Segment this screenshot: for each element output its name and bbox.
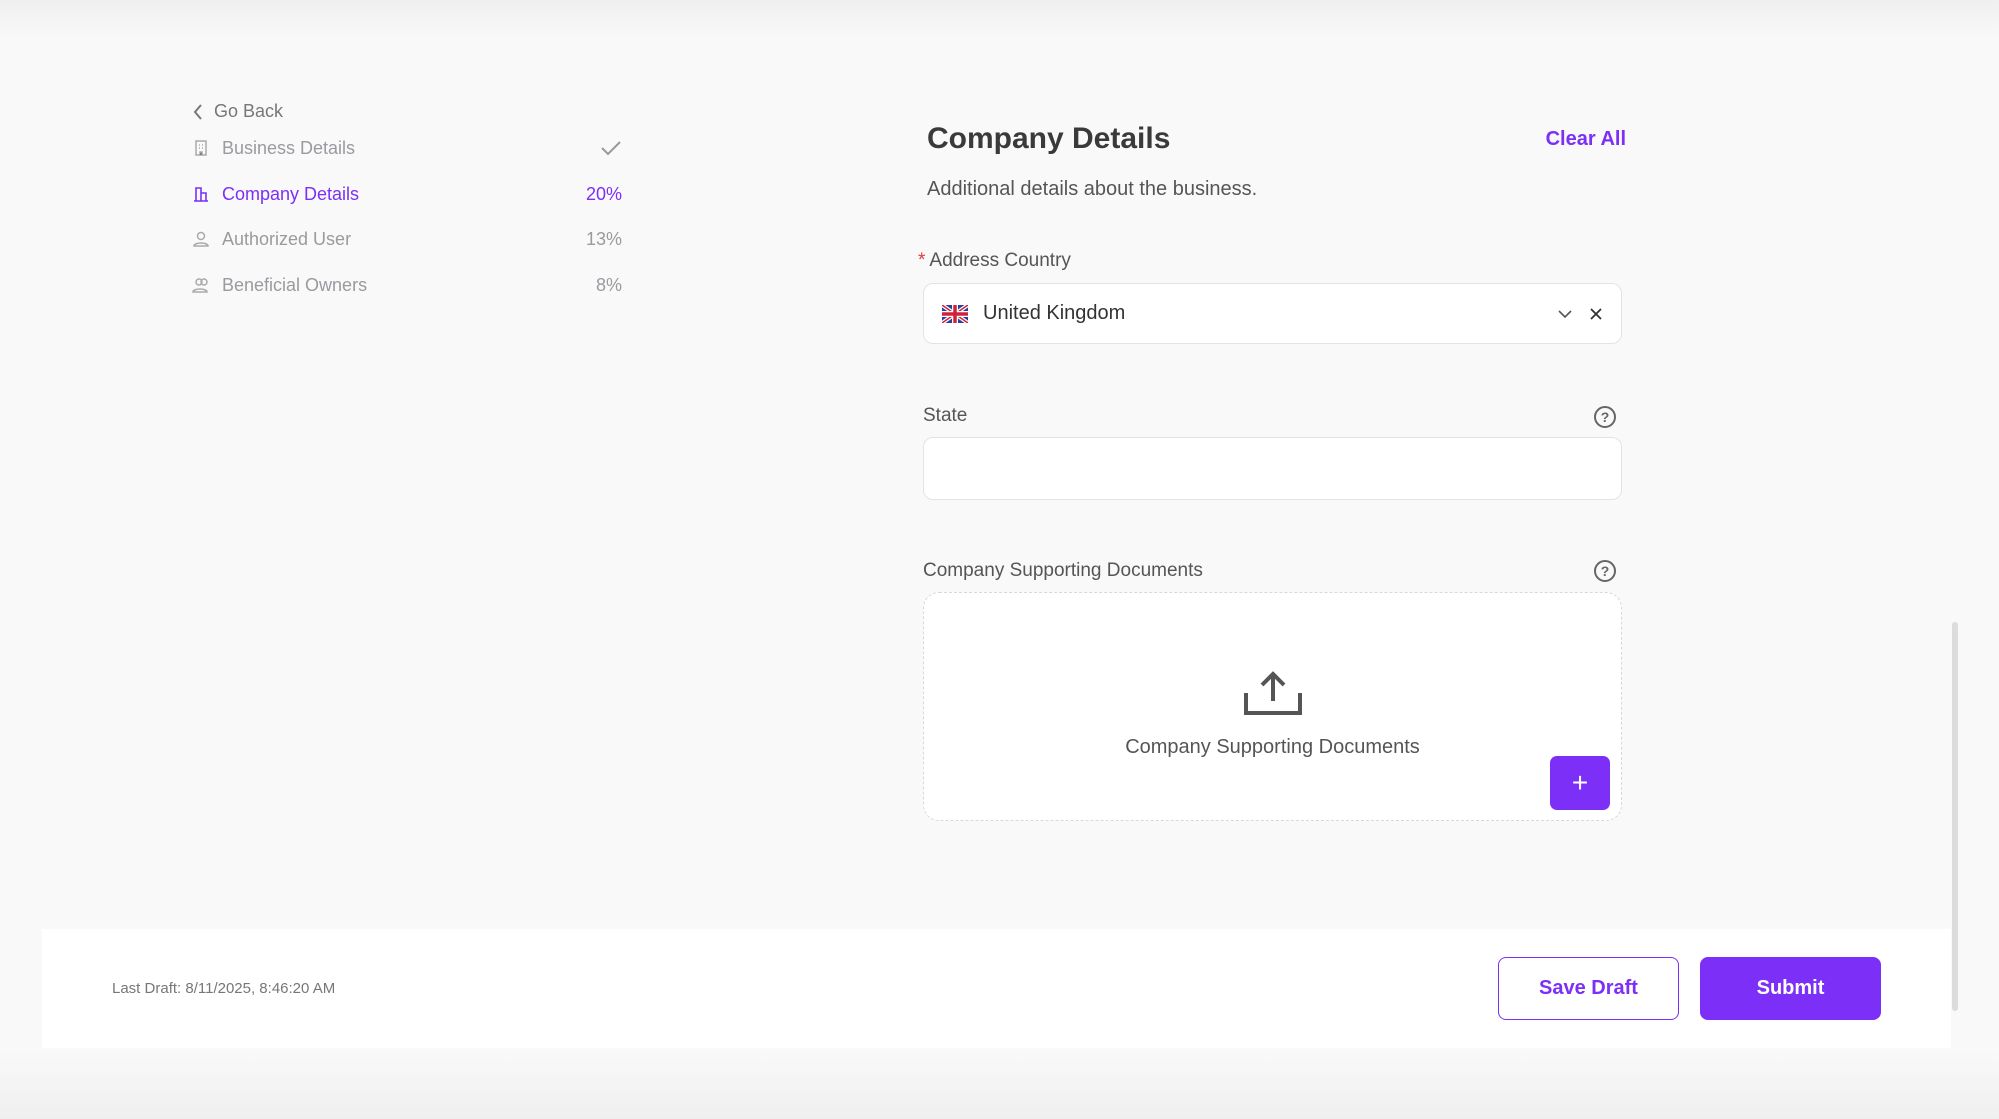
scrollbar[interactable]	[1952, 622, 1958, 1011]
state-input[interactable]	[923, 437, 1622, 500]
checkmark-icon	[601, 141, 621, 156]
sidebar-item-label: Beneficial Owners	[222, 274, 368, 295]
clear-icon[interactable]	[1589, 307, 1603, 321]
uk-flag-icon	[942, 304, 968, 323]
help-icon[interactable]: ?	[1594, 560, 1616, 582]
sidebar-item-authorized-user[interactable]: Authorized User 13%	[192, 227, 622, 251]
top-shade	[0, 0, 1999, 40]
building-icon	[192, 139, 210, 157]
page-title: Company Details	[927, 122, 1171, 155]
users-icon	[192, 276, 210, 294]
save-draft-button[interactable]: Save Draft	[1498, 957, 1679, 1020]
sidebar-item-label: Authorized User	[222, 228, 352, 249]
upload-icon	[1244, 671, 1302, 715]
user-icon	[192, 230, 210, 248]
address-country-select[interactable]: United Kingdom	[923, 283, 1622, 344]
progress-percent: 8%	[595, 274, 622, 295]
bottom-shade	[0, 1049, 1999, 1119]
documents-label: Company Supporting Documents	[923, 560, 1203, 581]
company-icon	[192, 185, 210, 203]
progress-percent: 20%	[585, 183, 622, 204]
sidebar-item-label: Company Details	[222, 183, 360, 204]
sidebar-item-beneficial-owners[interactable]: Beneficial Owners 8%	[192, 273, 622, 297]
clear-all-button[interactable]: Clear All	[1545, 128, 1626, 150]
dropzone-text: Company Supporting Documents	[1125, 736, 1420, 758]
sidebar-item-company-details[interactable]: Company Details 20%	[192, 182, 622, 206]
footer-bar: Last Draft: 8/11/2025, 8:46:20 AM Save D…	[42, 929, 1951, 1048]
selected-country: United Kingdom	[983, 302, 1126, 324]
label-text: Address Country	[929, 250, 1071, 271]
go-back-link[interactable]: Go Back	[192, 101, 283, 122]
state-label: State	[923, 405, 968, 426]
help-icon[interactable]: ?	[1594, 406, 1616, 428]
chevron-left-icon	[193, 103, 202, 120]
submit-button[interactable]: Submit	[1700, 957, 1881, 1020]
page-subtitle: Additional details about the business.	[927, 178, 1258, 200]
documents-dropzone[interactable]: Company Supporting Documents +	[923, 592, 1622, 821]
progress-percent: 13%	[585, 228, 622, 249]
address-country-label: * Address Country	[918, 250, 1071, 272]
add-document-button[interactable]: +	[1550, 756, 1610, 810]
sidebar-item-business-details[interactable]: Business Details	[192, 136, 622, 160]
chevron-down-icon[interactable]	[1557, 309, 1573, 319]
required-mark: *	[918, 250, 926, 271]
last-draft-timestamp: Last Draft: 8/11/2025, 8:46:20 AM	[112, 980, 336, 997]
sidebar-item-label: Business Details	[222, 137, 356, 158]
go-back-label: Go Back	[214, 101, 284, 121]
